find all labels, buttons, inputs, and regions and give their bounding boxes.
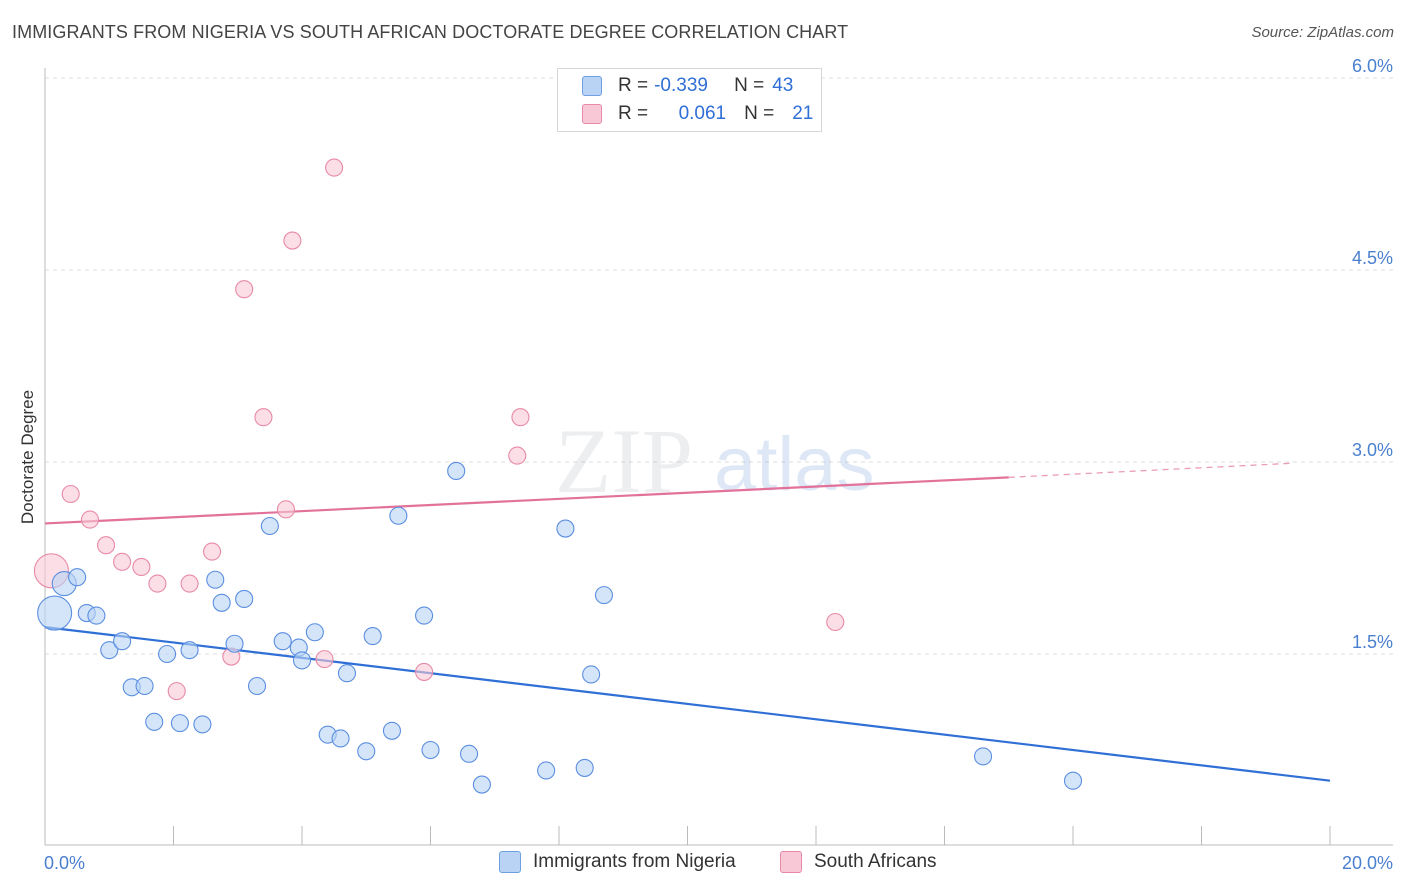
- point-nigeria: [382, 721, 402, 740]
- point-nigeria: [389, 506, 408, 525]
- point-south-africans: [315, 650, 334, 669]
- y-tick-labels: 1.5% 3.0% 4.5% 6.0%: [1352, 56, 1393, 652]
- point-nigeria: [135, 676, 154, 696]
- point-south-africans: [276, 500, 295, 519]
- point-nigeria: [575, 758, 594, 777]
- point-nigeria: [582, 665, 601, 684]
- watermark: ZIP atlas: [555, 410, 875, 512]
- bottom-legend-label-nigeria: Immigrants from Nigeria: [533, 851, 736, 872]
- y-tick-label: 3.0%: [1352, 440, 1393, 460]
- point-nigeria: [292, 651, 312, 670]
- point-nigeria: [556, 519, 575, 538]
- point-nigeria: [305, 623, 324, 642]
- point-nigeria: [537, 761, 556, 780]
- legend-swatch-nigeria: [582, 76, 602, 96]
- point-south-africans: [415, 662, 434, 681]
- chart-source: Source: ZipAtlas.com: [1251, 24, 1394, 41]
- point-nigeria: [331, 729, 350, 748]
- point-nigeria: [145, 712, 164, 731]
- point-nigeria: [212, 593, 231, 612]
- point-nigeria: [421, 740, 440, 760]
- axes: [44, 68, 1393, 846]
- point-south-africans: [203, 542, 222, 561]
- point-south-africans: [61, 484, 80, 504]
- point-nigeria: [594, 586, 614, 605]
- legend-swatch-south-africans: [582, 104, 602, 124]
- point-nigeria: [193, 715, 212, 734]
- legend-row-nigeria: R = -0.339 N = 43: [582, 72, 793, 100]
- point-south-africans: [96, 536, 116, 555]
- legend-row-south-africans: R = 0.061 N = 21: [582, 100, 813, 128]
- legend-n-key: N =: [744, 103, 775, 124]
- point-nigeria: [447, 461, 466, 481]
- point-south-africans: [80, 510, 100, 529]
- point-south-africans: [167, 682, 186, 701]
- gridlines: [45, 77, 1393, 655]
- point-nigeria: [170, 714, 189, 733]
- point-nigeria: [357, 742, 376, 761]
- y-tick-label: 6.0%: [1352, 56, 1393, 76]
- legend-n-value: 43: [772, 75, 794, 96]
- point-south-africans: [132, 557, 151, 577]
- y-tick-label: 1.5%: [1352, 632, 1393, 652]
- point-nigeria: [459, 744, 479, 763]
- point-south-africans: [283, 231, 302, 250]
- legend-n-value: 21: [792, 103, 814, 124]
- x-min-label: 0.0%: [44, 853, 85, 873]
- bottom-legend-nigeria: Immigrants from Nigeria: [499, 851, 736, 873]
- legend: R = -0.339 N = 43 R = 0.061 N = 21: [557, 68, 822, 132]
- point-nigeria: [100, 641, 119, 660]
- y-tick-label: 4.5%: [1352, 248, 1393, 268]
- legend-r-value: -0.339: [654, 75, 708, 96]
- trendline-south-africans-dashed: [1008, 462, 1292, 479]
- points: [33, 158, 1083, 794]
- trendline-south-africans: [44, 476, 1009, 525]
- point-nigeria: [973, 747, 993, 766]
- x-max-label: 20.0%: [1342, 853, 1393, 873]
- point-south-africans: [826, 612, 845, 632]
- point-nigeria: [260, 516, 279, 536]
- bottom-legend-swatch-south-africans: [780, 851, 802, 873]
- legend-r-key: R =: [618, 75, 649, 96]
- point-nigeria: [363, 627, 382, 646]
- point-nigeria: [235, 589, 254, 609]
- point-nigeria: [247, 676, 267, 696]
- point-nigeria: [225, 634, 244, 653]
- legend-n-key: N =: [734, 75, 765, 96]
- bottom-legend-swatch-nigeria: [499, 851, 521, 873]
- point-south-africans: [254, 408, 273, 427]
- point-nigeria: [472, 775, 491, 794]
- watermark-atlas: atlas: [714, 422, 875, 507]
- point-nigeria: [87, 606, 106, 625]
- bottom-legend: Immigrants from Nigeria South Africans: [0, 851, 1406, 877]
- point-nigeria: [113, 632, 132, 651]
- point-south-africans: [325, 158, 344, 177]
- point-nigeria: [158, 644, 177, 664]
- point-nigeria: [415, 606, 434, 625]
- trendlines: [44, 462, 1331, 782]
- point-nigeria: [337, 664, 357, 683]
- trendline-nigeria: [44, 626, 1331, 782]
- bottom-legend-south-africans: South Africans: [780, 851, 937, 873]
- point-nigeria: [180, 641, 199, 660]
- point-south-africans: [180, 574, 199, 593]
- point-south-africans: [113, 552, 132, 571]
- bottom-legend-label-south-africans: South Africans: [814, 851, 937, 872]
- point-nigeria: [37, 595, 73, 631]
- point-nigeria: [1063, 771, 1083, 790]
- point-nigeria: [68, 568, 87, 587]
- point-nigeria: [273, 632, 292, 651]
- chart-title: IMMIGRANTS FROM NIGERIA VS SOUTH AFRICAN…: [12, 22, 849, 42]
- point-nigeria: [206, 570, 225, 589]
- point-south-africans: [235, 280, 254, 299]
- point-south-africans: [508, 446, 527, 465]
- legend-r-key: R =: [618, 103, 649, 124]
- legend-r-value: 0.061: [678, 103, 727, 124]
- point-south-africans: [511, 408, 530, 427]
- point-south-africans: [148, 574, 167, 593]
